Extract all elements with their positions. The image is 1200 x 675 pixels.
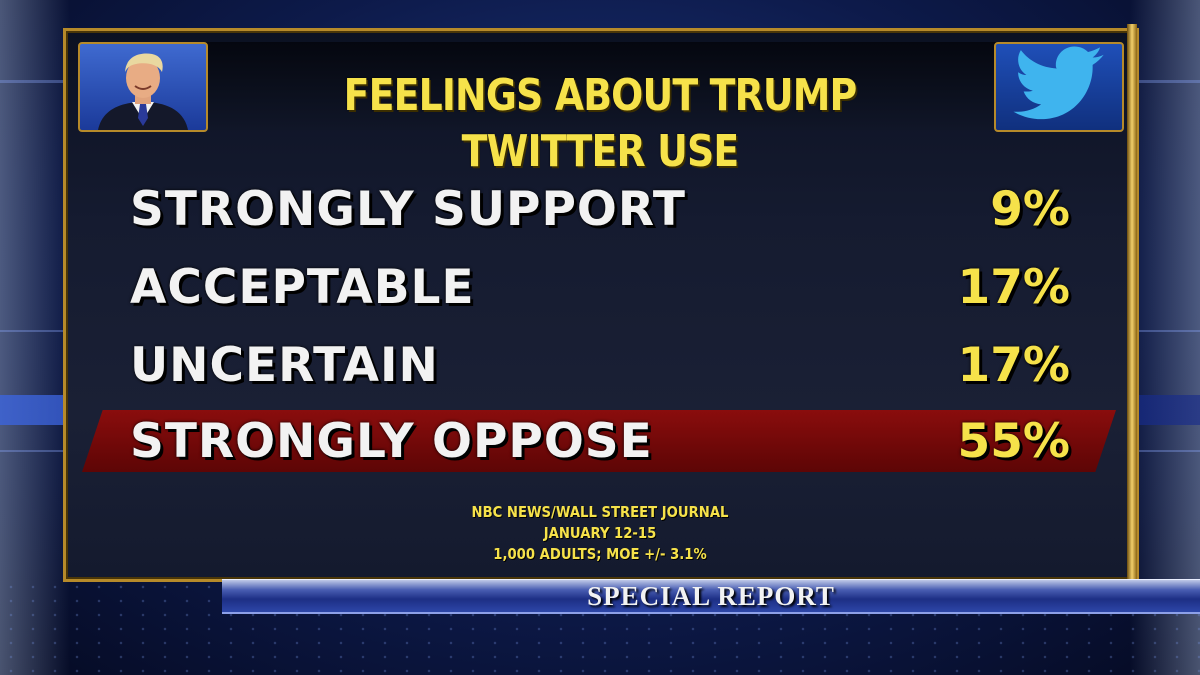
- background-glow-right: [1130, 0, 1200, 675]
- poll-row-label: UNCERTAIN: [130, 338, 439, 393]
- poll-row-label: STRONGLY SUPPORT: [130, 182, 686, 237]
- show-banner: SPECIAL REPORT: [222, 579, 1200, 612]
- poll-row: ACCEPTABLE 17%: [130, 258, 1070, 318]
- poll-row-value: 17%: [957, 338, 1071, 393]
- poll-row: UNCERTAIN 17%: [130, 336, 1070, 396]
- poll-row-value: 55%: [957, 414, 1071, 469]
- poll-source: NBC NEWS/WALL STREET JOURNAL JANUARY 12-…: [406, 502, 793, 565]
- poll-row-value: 17%: [957, 260, 1071, 315]
- source-line: 1,000 ADULTS; MOE +/- 3.1%: [493, 545, 707, 563]
- poll-row-label: STRONGLY OPPOSE: [130, 414, 653, 469]
- poll-row: STRONGLY SUPPORT 9%: [130, 180, 1070, 240]
- poll-row-highlighted: STRONGLY OPPOSE 55%: [130, 412, 1070, 472]
- twitter-bird-icon: [994, 42, 1124, 132]
- portrait-photo: [78, 42, 208, 132]
- show-banner-title: SPECIAL REPORT: [587, 581, 835, 611]
- source-line: NBC NEWS/WALL STREET JOURNAL: [471, 503, 729, 521]
- source-line: JANUARY 12-15: [543, 524, 657, 542]
- graphic-title: FEELINGS ABOUT TRUMP TWITTER USE: [343, 70, 858, 177]
- background-glow-left: [0, 0, 70, 675]
- bird-shape: [1013, 46, 1104, 120]
- highlight-bar: [82, 410, 1116, 472]
- poll-row-value: 9%: [990, 182, 1070, 237]
- poll-row-label: ACCEPTABLE: [130, 260, 475, 315]
- title-box: [78, 42, 1123, 130]
- panel-gold-edge: [1127, 24, 1137, 579]
- banner-underline: [222, 612, 1200, 614]
- portrait-figure: [98, 53, 188, 130]
